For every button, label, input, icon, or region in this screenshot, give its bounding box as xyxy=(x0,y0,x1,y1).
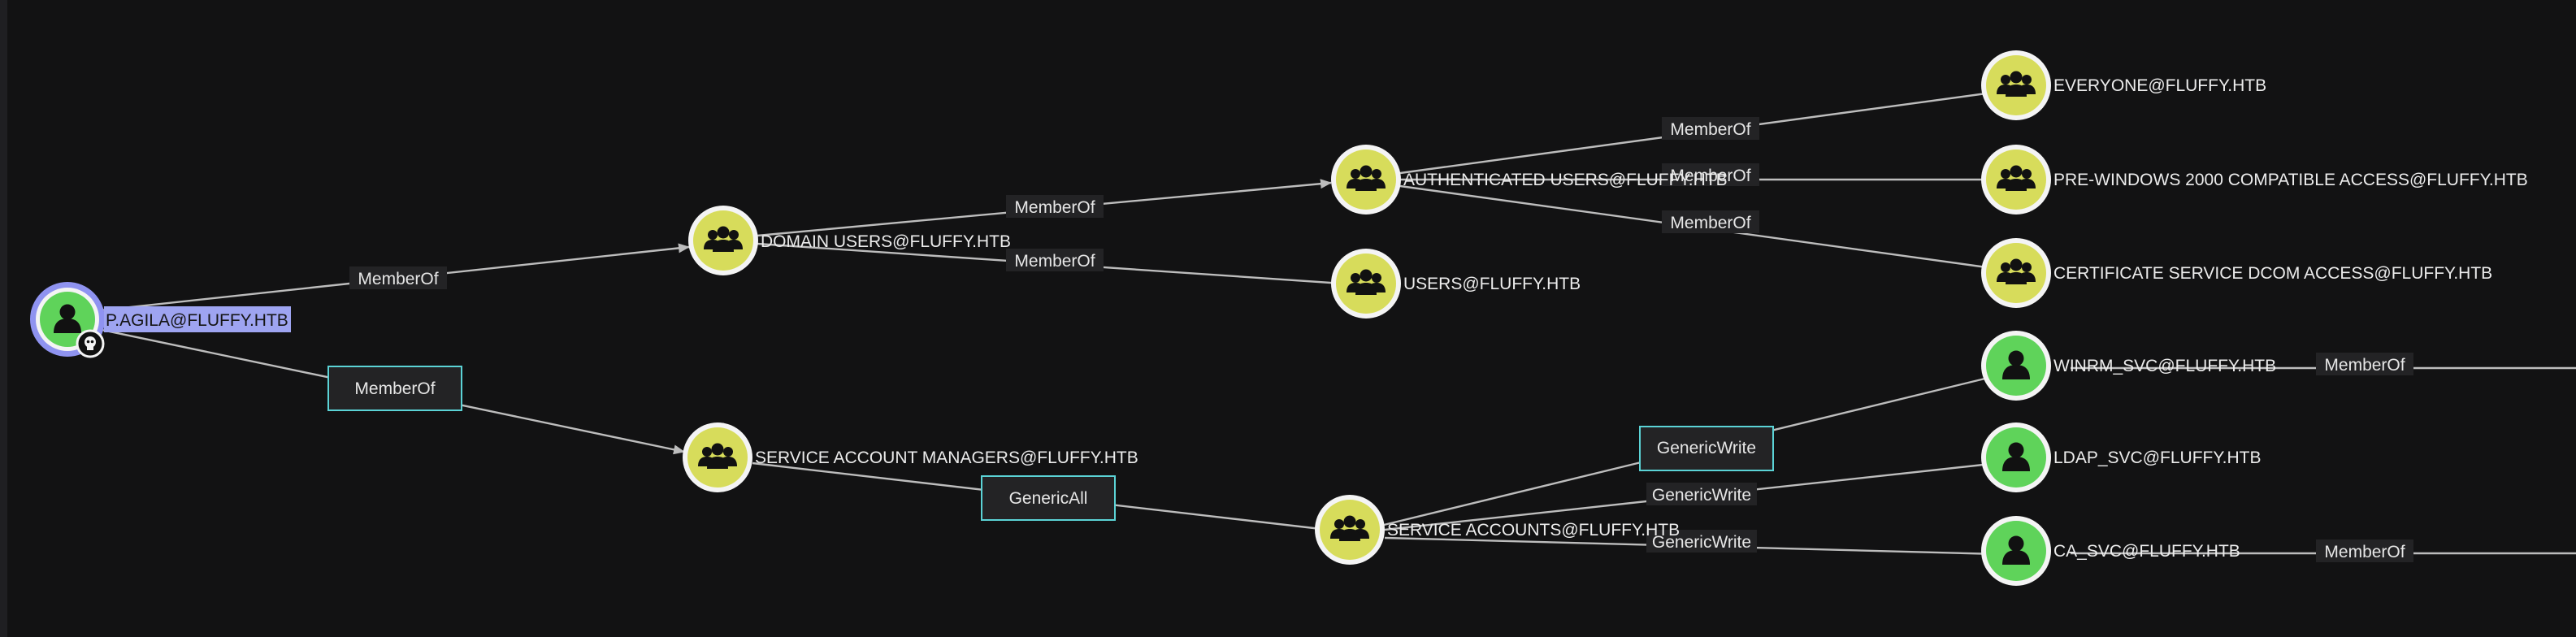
svg-text:MemberOf: MemberOf xyxy=(1014,198,1095,217)
node-label: AUTHENTICATED USERS@FLUFFY.HTB xyxy=(1403,171,1728,189)
node-label: SERVICE ACCOUNT MANAGERS@FLUFFY.HTB xyxy=(755,448,1138,467)
svg-text:MemberOf: MemberOf xyxy=(1014,252,1095,271)
edge-label-pagila-sam[interactable]: MemberOf xyxy=(327,366,462,411)
svg-text:MemberOf: MemberOf xyxy=(2324,543,2405,561)
svg-text:GenericWrite: GenericWrite xyxy=(1652,533,1751,552)
svg-text:MemberOf: MemberOf xyxy=(2324,356,2405,375)
left-panel-edge xyxy=(0,0,7,637)
edge-labels: MemberOf MemberOf MemberOf MemberOf Gene… xyxy=(327,117,2413,562)
svg-text:GenericAll: GenericAll xyxy=(1009,489,1088,508)
edge-label-domain-users-users[interactable]: MemberOf xyxy=(1006,249,1104,271)
edge-label-pagila-domain-users[interactable]: MemberOf xyxy=(349,266,447,289)
edge-label-auth-certdcom[interactable]: MemberOf xyxy=(1662,210,1759,233)
node-label: USERS@FLUFFY.HTB xyxy=(1403,275,1581,293)
node-label: DOMAIN USERS@FLUFFY.HTB xyxy=(761,232,1011,251)
svg-text:MemberOf: MemberOf xyxy=(358,270,438,288)
edge-label-sam-service-accounts[interactable]: GenericAll xyxy=(981,475,1116,521)
node-users[interactable]: USERS@FLUFFY.HTB xyxy=(1331,249,1581,318)
edge-label-auth-everyone[interactable]: MemberOf xyxy=(1662,117,1759,140)
svg-text:MemberOf: MemberOf xyxy=(1670,214,1750,232)
node-pagila[interactable]: P.AGILA@FLUFFY.HTB xyxy=(30,282,291,358)
edge-label-ca-out[interactable]: MemberOf xyxy=(2316,540,2413,562)
edge-label-sa-winrm[interactable]: GenericWrite xyxy=(1639,426,1774,471)
svg-text:MemberOf: MemberOf xyxy=(1670,120,1750,139)
node-certificate-service-dcom[interactable]: CERTIFICATE SERVICE DCOM ACCESS@FLUFFY.H… xyxy=(1981,238,2492,308)
node-label: P.AGILA@FLUFFY.HTB xyxy=(106,311,288,330)
edge-label-highlight xyxy=(1639,426,1774,471)
edge-label-sa-ldap[interactable]: GenericWrite xyxy=(1646,483,1757,505)
edge-label-auth-prewin[interactable]: MemberOf xyxy=(1662,163,1759,186)
edge-label-sa-ca[interactable]: GenericWrite xyxy=(1646,530,1757,552)
node-winrm-svc[interactable]: WINRM_SVC@FLUFFY.HTB xyxy=(1981,331,2276,401)
svg-text:GenericWrite: GenericWrite xyxy=(1652,486,1751,505)
node-service-account-managers[interactable]: SERVICE ACCOUNT MANAGERS@FLUFFY.HTB xyxy=(683,422,1138,492)
selected-label-bg xyxy=(104,306,291,332)
node-label: CA_SVC@FLUFFY.HTB xyxy=(2053,542,2240,561)
owned-skull-icon xyxy=(76,329,105,358)
svg-text:MemberOf: MemberOf xyxy=(354,379,435,398)
node-authenticated-users[interactable]: AUTHENTICATED USERS@FLUFFY.HTB xyxy=(1331,145,1728,214)
node-label: EVERYONE@FLUFFY.HTB xyxy=(2053,76,2266,95)
svg-text:GenericWrite: GenericWrite xyxy=(1657,439,1756,457)
svg-text:MemberOf: MemberOf xyxy=(1670,167,1750,185)
node-service-accounts[interactable]: SERVICE ACCOUNTS@FLUFFY.HTB xyxy=(1315,495,1680,565)
node-pre-windows-2000[interactable]: PRE-WINDOWS 2000 COMPATIBLE ACCESS@FLUFF… xyxy=(1981,145,2528,214)
node-domain-users[interactable]: DOMAIN USERS@FLUFFY.HTB xyxy=(688,206,1011,275)
node-label: CERTIFICATE SERVICE DCOM ACCESS@FLUFFY.H… xyxy=(2053,264,2492,283)
edge-label-highlight xyxy=(981,475,1116,521)
node-label: LDAP_SVC@FLUFFY.HTB xyxy=(2053,448,2262,467)
edges xyxy=(89,88,2576,559)
edge-label-winrm-out[interactable]: MemberOf xyxy=(2316,353,2413,375)
node-ca-svc[interactable]: CA_SVC@FLUFFY.HTB xyxy=(1981,516,2240,586)
node-label: WINRM_SVC@FLUFFY.HTB xyxy=(2053,357,2276,375)
node-label: PRE-WINDOWS 2000 COMPATIBLE ACCESS@FLUFF… xyxy=(2053,171,2528,189)
node-ldap-svc[interactable]: LDAP_SVC@FLUFFY.HTB xyxy=(1981,422,2262,492)
edge-label-domain-users-auth[interactable]: MemberOf xyxy=(1006,195,1104,218)
nodes: P.AGILA@FLUFFY.HTB DOMAIN USERS@FLUFFY.H… xyxy=(30,50,2528,586)
node-label: SERVICE ACCOUNTS@FLUFFY.HTB xyxy=(1387,521,1680,540)
edge-label-highlight xyxy=(327,366,462,411)
node-everyone[interactable]: EVERYONE@FLUFFY.HTB xyxy=(1981,50,2266,120)
